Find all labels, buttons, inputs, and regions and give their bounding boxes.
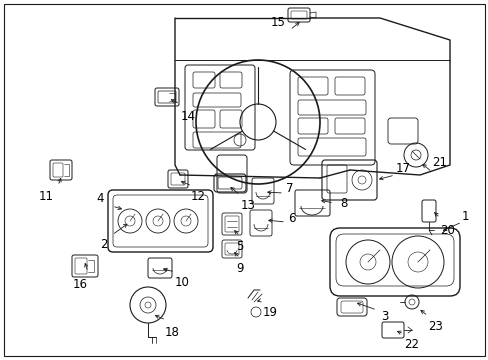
- Text: 4: 4: [96, 192, 103, 204]
- Text: 2: 2: [100, 238, 107, 251]
- Text: 15: 15: [270, 15, 285, 28]
- Text: 20: 20: [440, 224, 454, 237]
- Text: 1: 1: [460, 210, 468, 222]
- Text: 18: 18: [164, 325, 179, 338]
- Text: 22: 22: [404, 338, 419, 351]
- Text: 13: 13: [240, 198, 255, 212]
- Text: 8: 8: [340, 197, 347, 210]
- Text: 12: 12: [190, 189, 205, 202]
- Text: 19: 19: [262, 306, 277, 319]
- Text: 23: 23: [427, 320, 443, 333]
- Text: 9: 9: [236, 261, 243, 274]
- Text: 14: 14: [180, 109, 195, 122]
- Text: 16: 16: [72, 279, 87, 292]
- Text: 5: 5: [236, 239, 243, 252]
- Text: 17: 17: [395, 162, 409, 175]
- Text: 6: 6: [287, 212, 295, 225]
- Text: 3: 3: [381, 310, 388, 323]
- Text: 7: 7: [285, 181, 293, 194]
- Text: 21: 21: [431, 156, 447, 168]
- Text: 10: 10: [174, 275, 189, 288]
- Text: 11: 11: [39, 189, 53, 202]
